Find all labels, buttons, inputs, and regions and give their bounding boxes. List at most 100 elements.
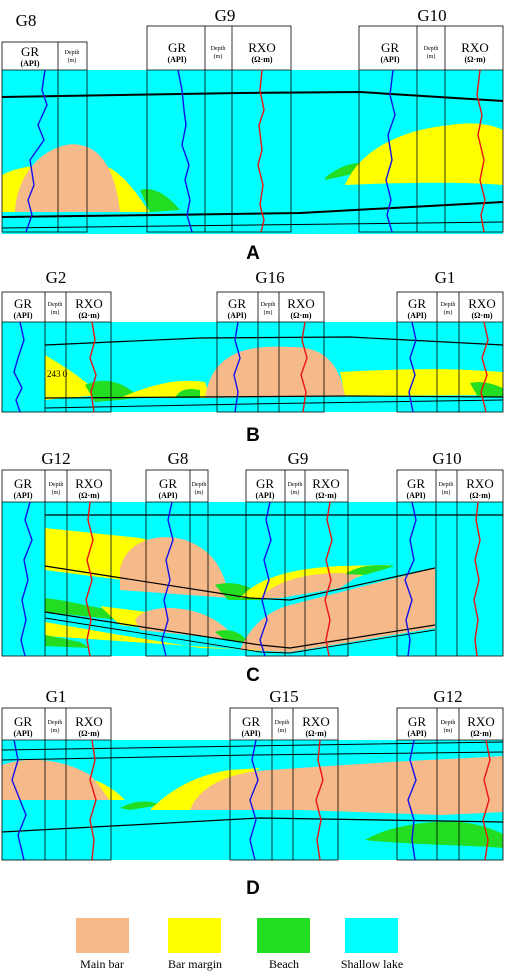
boundary-line [1, 201, 504, 218]
gr-track-label: GR [242, 714, 260, 729]
legend-item-bar-margin: Bar margin [168, 918, 222, 971]
rxo-unit-label: (Ω·m) [78, 729, 99, 738]
rxo-unit-label: (Ω·m) [78, 311, 99, 320]
gr-unit-label: (API) [13, 491, 32, 500]
depth-unit-label: (m) [195, 489, 204, 496]
gr-unit-label: (API) [20, 59, 39, 68]
well-track-g10-c: GR (API) Depth (m) RXO (Ω·m) G10 [396, 449, 504, 657]
legend-swatch-main-bar [76, 918, 129, 953]
bar-margin-body [45, 355, 100, 400]
rxo-track-label: RXO [302, 714, 329, 729]
well-name-g1: G1 [435, 268, 456, 287]
rxo-unit-label: (Ω·m) [470, 729, 491, 738]
legend-swatch-bar-margin [168, 918, 221, 953]
bar-margin-body [45, 622, 270, 650]
legend-label-beach: Beach [269, 957, 299, 971]
rxo-unit-label: (Ω·m) [78, 491, 99, 500]
rxo-track-label: RXO [75, 714, 102, 729]
rxo-curve [480, 321, 489, 413]
well-name-g2: G2 [46, 268, 67, 287]
boundary-line [44, 395, 504, 399]
beach-body [175, 388, 200, 398]
depth-unit-label: (m) [427, 53, 436, 60]
rxo-unit-label: (Ω·m) [471, 311, 492, 320]
panel-label-d: D [246, 878, 260, 899]
gr-curve [249, 739, 259, 861]
gr-unit-label: (API) [227, 311, 246, 320]
boundary-line [1, 751, 504, 761]
rxo-unit-label: (Ω·m) [290, 311, 311, 320]
legend: Main bar Bar margin Beach Shallow lake [76, 918, 403, 971]
boundary-line [44, 336, 504, 346]
gr-unit-label: (API) [255, 491, 274, 500]
panel-a: GR (API) Depth (m) G8 GR (API) Depth (m)… [1, 6, 504, 264]
legend-swatch-shallow-lake [345, 918, 398, 953]
rxo-curve [85, 501, 94, 657]
rxo-curve [89, 321, 97, 413]
boundary-line [44, 399, 504, 409]
rxo-curve [315, 739, 324, 861]
rxo-curve [482, 739, 491, 861]
rxo-curve [476, 69, 486, 233]
well-name-g8: G8 [16, 11, 37, 30]
boundary-line [44, 617, 436, 654]
depth-track-label: Depth [441, 720, 456, 726]
legend-item-shallow-lake: Shallow lake [341, 918, 403, 971]
gr-track-label: GR [408, 296, 426, 311]
depth-unit-label: (m) [52, 489, 61, 496]
gr-track-label: GR [228, 296, 246, 311]
depth-track-label: Depth [48, 720, 63, 726]
gr-curve [404, 501, 417, 657]
gr-track-label: GR [408, 714, 426, 729]
well-name-g9: G9 [288, 449, 309, 468]
gr-curve [407, 739, 417, 861]
well-track-g1: GR (API) Depth (m) RXO (Ω·m) G1 [396, 268, 504, 413]
well-name-g12: G12 [41, 449, 70, 468]
depth-track-label: Depth [275, 720, 290, 726]
gr-curve [25, 69, 48, 233]
gr-curve [11, 739, 27, 861]
beach-body [45, 598, 120, 620]
legend-label-bar-margin: Bar margin [168, 957, 222, 971]
well-name-g10: G10 [417, 6, 446, 25]
rxo-track-label: RXO [312, 476, 339, 491]
boundary-line [1, 221, 504, 229]
bar-margin-body [340, 369, 503, 396]
gr-unit-label: (API) [407, 729, 426, 738]
gr-curve [385, 69, 396, 233]
main-bar-body [2, 759, 110, 800]
beach-body [45, 635, 90, 648]
gr-curve [13, 321, 25, 413]
well-name-g8: G8 [168, 449, 189, 468]
well-name-g12: G12 [433, 687, 462, 706]
rxo-unit-label: (Ω·m) [251, 55, 272, 64]
well-track-g9: GR (API) Depth (m) RXO (Ω·m) G9 [146, 6, 292, 233]
rxo-track-label: RXO [248, 40, 275, 55]
gr-curve [177, 69, 193, 233]
gr-unit-label: (API) [380, 55, 399, 64]
rxo-curve [300, 321, 308, 413]
main-bar-body [135, 608, 235, 640]
well-track-g9-c: GR (API) Depth (m) RXO (Ω·m) G9 [245, 449, 349, 657]
gr-track-label: GR [21, 44, 39, 59]
gr-curve [20, 501, 33, 657]
well-name-g10: G10 [432, 449, 461, 468]
beach-body [120, 801, 160, 810]
depth-track-label: Depth [261, 302, 276, 308]
gr-unit-label: (API) [13, 729, 32, 738]
gr-unit-label: (API) [13, 311, 32, 320]
beach-body [470, 382, 503, 397]
depth-track-label: Depth [424, 46, 439, 52]
beach-body [215, 630, 248, 642]
well-track-g10: GR (API) Depth (m) RXO (Ω·m) G10 [358, 6, 504, 233]
gr-track-label: GR [159, 476, 177, 491]
gr-unit-label: (API) [167, 55, 186, 64]
bar-margin-body [345, 123, 503, 185]
depth-unit-label: (m) [444, 309, 453, 316]
main-bar-body [190, 756, 503, 815]
rxo-track-label: RXO [466, 476, 493, 491]
gr-unit-label: (API) [241, 729, 260, 738]
depth-unit-label: (m) [442, 489, 451, 496]
gr-track-label: GR [381, 40, 399, 55]
gr-track-label: GR [14, 296, 32, 311]
